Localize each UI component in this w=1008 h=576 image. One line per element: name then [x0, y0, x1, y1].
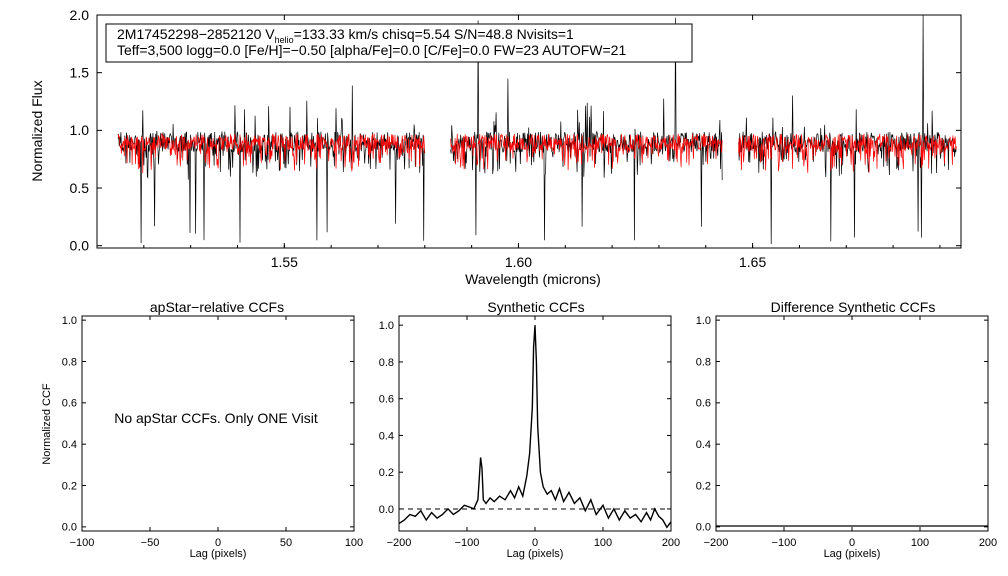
- spectrum-annotation: 2M17452298−2852120 Vhelio=133.33 km/s ch…: [105, 23, 693, 63]
- y-tick-label: 0.0: [62, 522, 77, 534]
- model-flux-line: [450, 133, 723, 171]
- synthetic-ccf-title: Synthetic CCFs: [487, 299, 584, 315]
- ccf-series-line: [398, 325, 672, 529]
- y-tick-label: 0.4: [62, 439, 77, 451]
- difference-ccf-frame: [715, 315, 989, 532]
- apstar-ccf-panel: apStar−relative CCFs −100 −50 0 50 100 0.0 0.2…: [41, 299, 363, 560]
- apstar-ccf-title: apStar−relative CCFs: [150, 299, 284, 315]
- difference-ccf-panel: Difference Synthetic CCFs −200 −100 0 100 20…: [696, 299, 997, 560]
- y-tick-label: 1.0: [696, 315, 711, 327]
- x-tick-label: 50: [280, 537, 292, 549]
- x-tick-label: 1.60: [505, 254, 532, 270]
- y-tick-label: 2.0: [70, 7, 90, 23]
- difference-ccf-ticks: −200 −100 0 100 200 0.0 0.2 0.4 0.6 0.8 1.0: [696, 315, 997, 549]
- y-tick-label: 0.6: [379, 394, 394, 406]
- y-tick-label: 1.5: [70, 65, 90, 81]
- x-tick-label: 0: [215, 537, 221, 549]
- x-tick-label: 100: [911, 537, 929, 549]
- y-tick-label: 0.2: [379, 467, 394, 479]
- y-tick-label: 0.8: [696, 356, 711, 368]
- synthetic-ccf-ticks: −200 −100 0 100 200 0.0 0.2 0.4 0.6 0.8 1.0: [379, 316, 680, 549]
- x-tick-label: 0: [849, 537, 855, 549]
- x-tick-label: 100: [345, 537, 363, 549]
- annotation-part-1: 2M17452298−2852120 V: [117, 26, 275, 42]
- spectrum-ylabel: Normalized Flux: [29, 80, 45, 181]
- x-tick-label: 200: [979, 537, 997, 549]
- x-tick-label: 200: [662, 537, 680, 549]
- y-tick-label: 0.0: [696, 522, 711, 534]
- x-tick-label: 0: [532, 537, 538, 549]
- x-tick-label: 1.55: [271, 254, 298, 270]
- apstar-ccf-message: No apStar CCFs. Only ONE Visit: [114, 410, 318, 426]
- x-tick-label: −100: [772, 537, 797, 549]
- y-tick-label: 0.5: [70, 180, 90, 196]
- y-tick-label: 0.4: [696, 439, 711, 451]
- spectrum-ticks: 1.55 1.60 1.65 0.0 0.5 1.0 1.5 2.0: [70, 7, 961, 270]
- y-tick-label: 0.6: [696, 398, 711, 410]
- apstar-ccf-ylabel: Normalized CCF: [41, 383, 53, 465]
- y-tick-label: 1.0: [62, 315, 77, 327]
- annotation-line-1: 2M17452298−2852120 Vhelio=133.33 km/s ch…: [117, 26, 574, 45]
- spectrum-frame: [96, 14, 962, 249]
- x-tick-label: −100: [70, 537, 95, 549]
- y-tick-label: 1.0: [70, 122, 90, 138]
- model-flux-line: [738, 133, 957, 174]
- annotation-part-2: =133.33 km/s chisq=5.54 S/N=48.8 Nvisits…: [294, 26, 574, 42]
- synthetic-ccf-xlabel: Lag (pixels): [507, 548, 564, 560]
- synthetic-ccf-plot-area: [398, 325, 672, 529]
- annotation-line-2: Teff=3,500 logg=0.0 [Fe/H]=−0.50 [alpha/…: [117, 42, 626, 58]
- x-tick-label: −200: [387, 537, 412, 549]
- synthetic-ccf-panel: Synthetic CCFs −200 −100 0 100 200 0.0 0.2 0.4 0…: [379, 299, 680, 560]
- y-tick-label: 0.8: [62, 356, 77, 368]
- y-tick-label: 0.0: [70, 238, 90, 254]
- y-tick-label: 0.4: [379, 430, 394, 442]
- difference-ccf-xlabel: Lag (pixels): [824, 548, 881, 560]
- y-tick-label: 0.8: [379, 357, 394, 369]
- x-tick-label: 1.65: [739, 254, 766, 270]
- y-tick-label: 0.2: [696, 480, 711, 492]
- observed-flux-line: [738, 14, 957, 245]
- difference-ccf-title: Difference Synthetic CCFs: [771, 299, 936, 315]
- annotation-box: [105, 23, 693, 63]
- x-tick-label: −200: [704, 537, 729, 549]
- spectrum-xlabel: Wavelength (microns): [465, 271, 601, 287]
- y-tick-label: 1.0: [379, 320, 394, 332]
- observed-flux-line: [117, 85, 426, 244]
- apstar-ccf-ticks: −100 −50 0 50 100 0.0 0.2 0.4 0.6 0.8 1.0: [62, 315, 363, 549]
- x-tick-label: −100: [455, 537, 480, 549]
- apstar-ccf-xlabel: Lag (pixels): [190, 548, 247, 560]
- model-flux-line: [117, 133, 426, 174]
- spectrum-plot-area: [117, 14, 957, 245]
- y-tick-label: 0.2: [62, 480, 77, 492]
- y-tick-label: 0.6: [62, 398, 77, 410]
- x-tick-label: −50: [141, 537, 160, 549]
- synthetic-ccf-frame: [398, 315, 672, 532]
- spectrum-panel: 1.55 1.60 1.65 0.0 0.5 1.0 1.5 2.0 2M17452298−2…: [29, 7, 962, 287]
- x-tick-label: 100: [594, 537, 612, 549]
- annotation-subscript: helio: [275, 35, 294, 45]
- y-tick-label: 0.0: [379, 504, 394, 516]
